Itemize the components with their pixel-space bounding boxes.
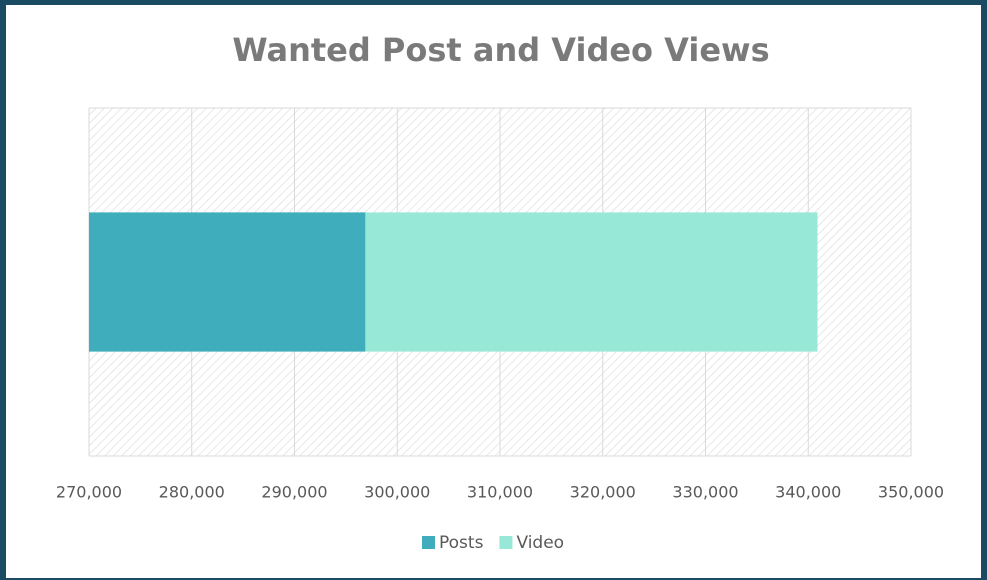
x-tick-label: 280,000 [159, 483, 225, 502]
x-tick-label: 340,000 [775, 483, 841, 502]
x-tick-label: 310,000 [467, 483, 533, 502]
bar-segment [89, 212, 366, 352]
x-tick-label: 270,000 [56, 483, 122, 502]
bar-segment [365, 212, 818, 352]
chart-title: Wanted Post and Video Views [232, 31, 769, 69]
x-tick-label: 300,000 [364, 483, 430, 502]
legend-label: Video [516, 533, 564, 553]
legend-swatch [499, 536, 513, 549]
x-tick-label: 330,000 [672, 483, 738, 502]
x-tick-label: 290,000 [261, 483, 327, 502]
x-tick-label: 320,000 [570, 483, 636, 502]
x-tick-label: 350,000 [878, 483, 944, 502]
legend-label: Posts [439, 533, 484, 553]
legend-swatch [422, 536, 435, 549]
